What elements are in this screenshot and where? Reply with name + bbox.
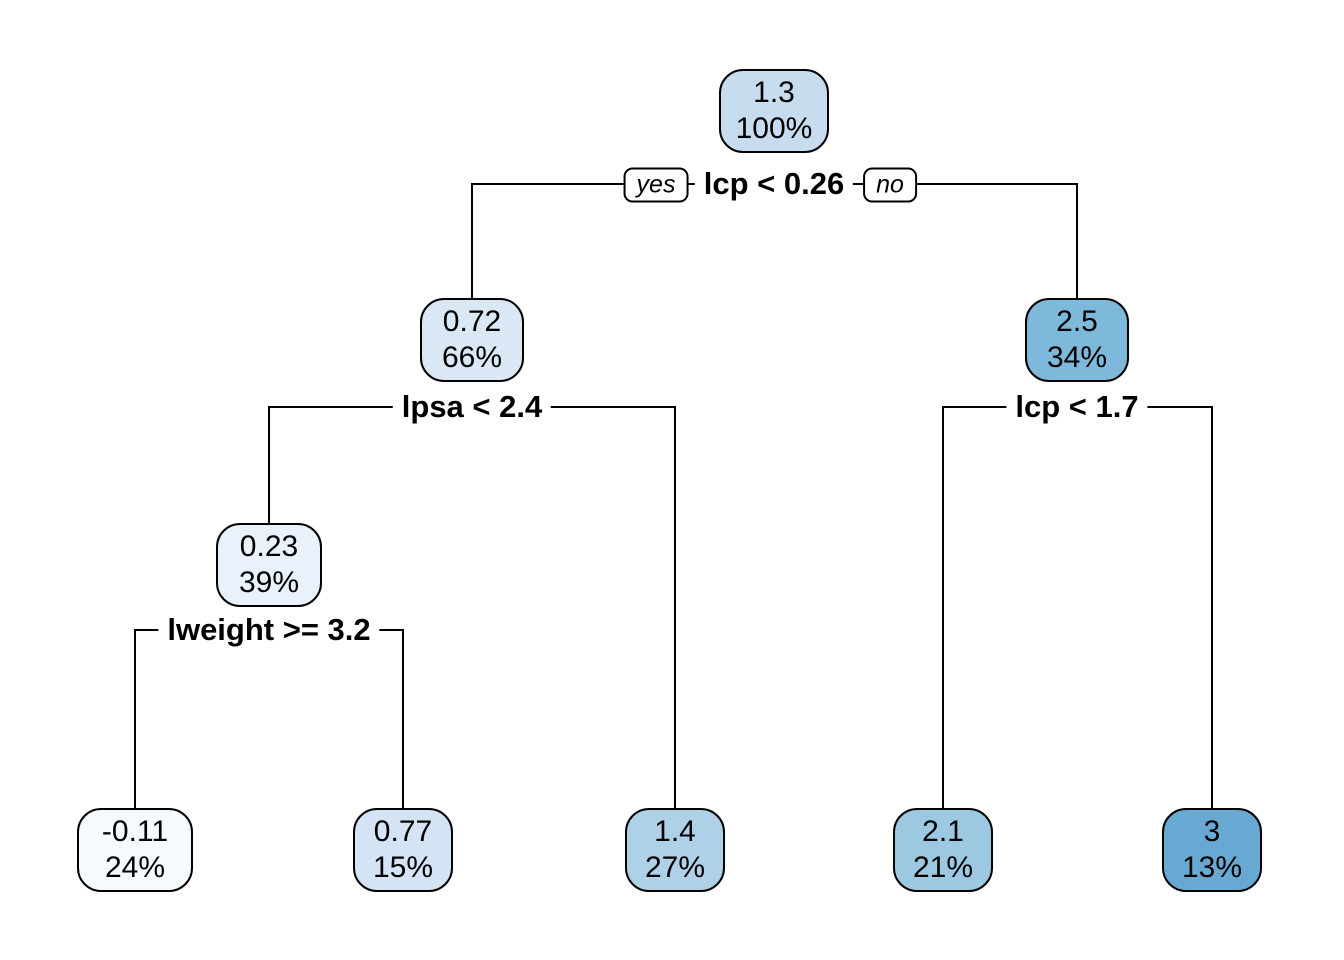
branch-line-to-leaf-5 <box>1211 406 1213 810</box>
node-right-percent: 34% <box>1046 341 1108 374</box>
node-left-value: 0.72 <box>442 305 502 338</box>
node-root-value: 1.3 <box>753 76 795 109</box>
node-left-percent: 66% <box>441 341 503 374</box>
leaf-node-1: -0.11 24% <box>77 808 193 892</box>
split-label-lweight-3-2: lweight >= 3.2 <box>158 612 380 648</box>
node-root: 1.3 100% <box>719 69 829 153</box>
branch-line-to-leaf-2 <box>402 629 404 810</box>
split-label-lcp-0-26: lcp < 0.26 <box>694 166 854 202</box>
branch-label-yes: yes <box>623 167 689 203</box>
leaf-node-5: 3 13% <box>1162 808 1262 892</box>
branch-line-to-leaf-3 <box>674 406 676 810</box>
split-label-lpsa-2-4: lpsa < 2.4 <box>392 389 552 425</box>
leaf-node-3: 1.4 27% <box>625 808 725 892</box>
branch-line-to-leaf-1 <box>134 629 136 810</box>
node-left-left: 0.23 39% <box>216 523 322 607</box>
node-left-left-value: 0.23 <box>239 530 299 563</box>
leaf-node-1-value: -0.11 <box>101 815 169 848</box>
leaf-node-4-value: 2.1 <box>922 815 964 848</box>
leaf-node-5-percent: 13% <box>1181 851 1243 884</box>
branch-label-no: no <box>863 167 917 203</box>
split-label-lcp-1-7: lcp < 1.7 <box>1006 389 1148 425</box>
leaf-node-5-value: 3 <box>1203 815 1221 848</box>
leaf-node-3-value: 1.4 <box>654 815 696 848</box>
leaf-node-1-percent: 24% <box>104 851 166 884</box>
leaf-node-4-percent: 21% <box>912 851 974 884</box>
leaf-node-3-percent: 27% <box>644 851 706 884</box>
branch-line-root-to-left <box>471 183 473 299</box>
leaf-node-2-percent: 15% <box>372 851 434 884</box>
leaf-node-4: 2.1 21% <box>893 808 993 892</box>
leaf-node-2: 0.77 15% <box>353 808 453 892</box>
branch-line-to-leaf-4 <box>942 406 944 810</box>
node-right: 2.5 34% <box>1025 298 1129 382</box>
branch-line-to-leftleft <box>268 406 270 526</box>
node-right-value: 2.5 <box>1056 305 1098 338</box>
node-left: 0.72 66% <box>420 298 524 382</box>
leaf-node-2-value: 0.77 <box>373 815 433 848</box>
branch-line-root-to-right <box>1076 183 1078 299</box>
node-root-percent: 100% <box>735 112 813 145</box>
node-left-left-percent: 39% <box>238 566 300 599</box>
